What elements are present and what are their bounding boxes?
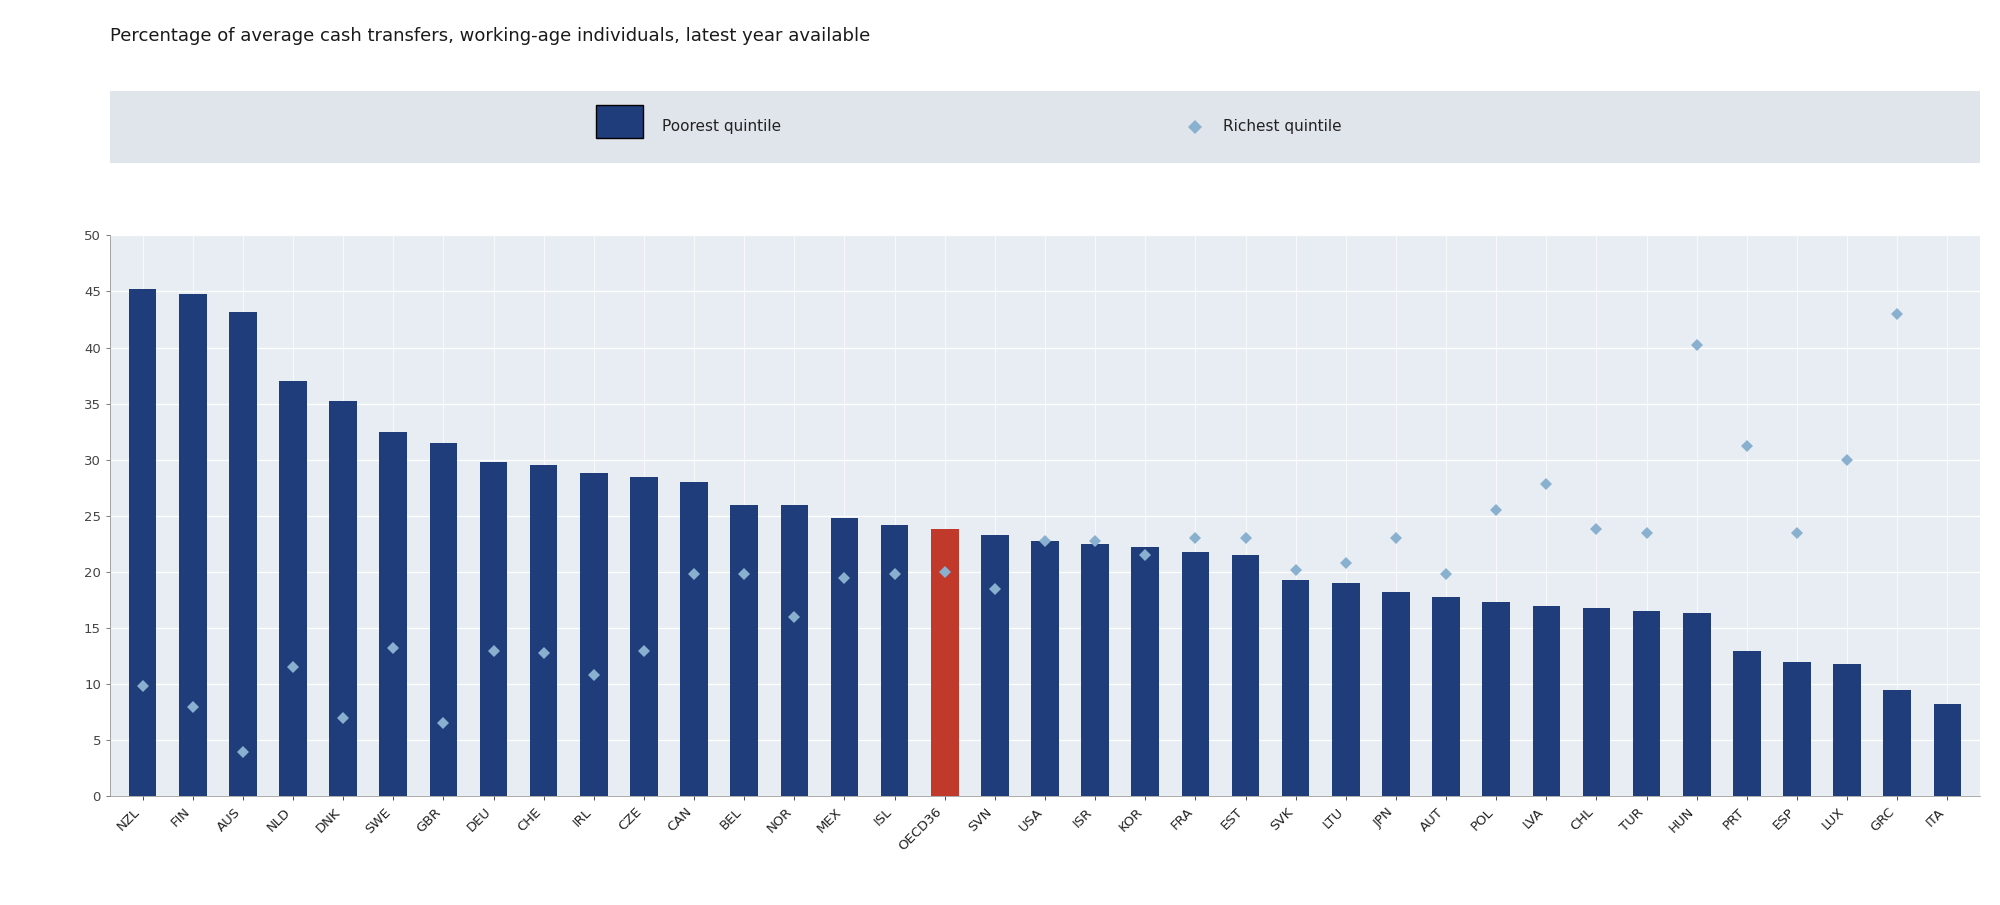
Bar	[128, 290, 156, 796]
Bar	[178, 293, 206, 796]
Bar	[1032, 540, 1058, 796]
Bar	[280, 381, 306, 796]
Bar	[982, 535, 1008, 796]
Bar	[880, 525, 908, 796]
Bar	[1432, 596, 1460, 796]
FancyBboxPatch shape	[596, 105, 642, 138]
Bar	[1784, 662, 1810, 796]
Bar	[1532, 605, 1560, 796]
Bar	[430, 443, 458, 796]
Text: Poorest quintile: Poorest quintile	[662, 119, 780, 134]
Bar	[930, 529, 958, 796]
Bar	[1232, 555, 1260, 796]
Bar	[580, 473, 608, 796]
Bar	[1332, 583, 1360, 796]
Bar	[1632, 611, 1660, 796]
Bar	[1682, 614, 1710, 796]
Bar	[1884, 690, 1912, 796]
Bar	[830, 518, 858, 796]
Bar	[480, 462, 508, 796]
Bar	[1834, 664, 1860, 796]
Bar	[1482, 602, 1510, 796]
Bar	[1132, 548, 1160, 796]
Bar	[530, 465, 558, 796]
Bar	[230, 311, 256, 796]
Bar	[1934, 704, 1962, 796]
Bar	[380, 432, 408, 796]
Bar	[680, 482, 708, 796]
Bar	[330, 402, 356, 796]
Bar	[1182, 552, 1210, 796]
Bar	[630, 477, 658, 796]
Bar	[1282, 580, 1310, 796]
Bar	[1734, 651, 1760, 796]
Bar	[730, 505, 758, 796]
Bar	[1382, 592, 1410, 796]
Bar	[1582, 608, 1610, 796]
Bar	[780, 505, 808, 796]
Text: Richest quintile: Richest quintile	[1222, 119, 1342, 134]
Text: Percentage of average cash transfers, working-age individuals, latest year avail: Percentage of average cash transfers, wo…	[110, 27, 870, 45]
Bar	[1082, 544, 1108, 796]
